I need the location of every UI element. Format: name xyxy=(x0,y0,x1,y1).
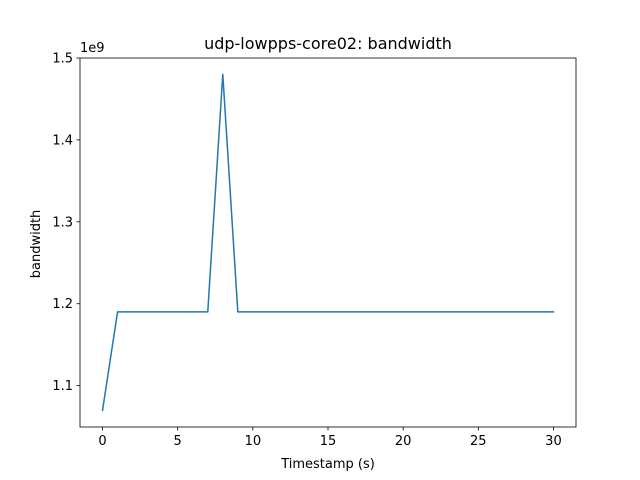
x-tick-label: 20 xyxy=(395,434,412,449)
chart-title: udp-lowpps-core02: bandwidth xyxy=(204,34,452,53)
x-tick-label: 5 xyxy=(174,434,182,449)
y-tick-label: 1.5 xyxy=(52,52,73,67)
y-offset-label: 1e9 xyxy=(80,41,105,56)
x-axis-label: Timestamp (s) xyxy=(280,457,375,472)
plot-area: 0 5 10 15 20 25 30 1.1 1.2 1.3 1.4 1.5 xyxy=(52,52,577,449)
x-tick-label: 10 xyxy=(245,434,262,449)
y-tick-label: 1.3 xyxy=(52,215,73,230)
x-tick-label: 0 xyxy=(98,434,106,449)
series-line-0 xyxy=(101,73,555,412)
x-tick-label: 30 xyxy=(545,434,562,449)
x-tick-label: 25 xyxy=(470,434,487,449)
y-axis-label: bandwidth xyxy=(29,210,44,279)
y-tick-label: 1.1 xyxy=(52,379,73,394)
y-tick-label: 1.4 xyxy=(52,133,73,148)
y-tick-label: 1.2 xyxy=(52,297,73,312)
x-tick-label: 15 xyxy=(320,434,337,449)
